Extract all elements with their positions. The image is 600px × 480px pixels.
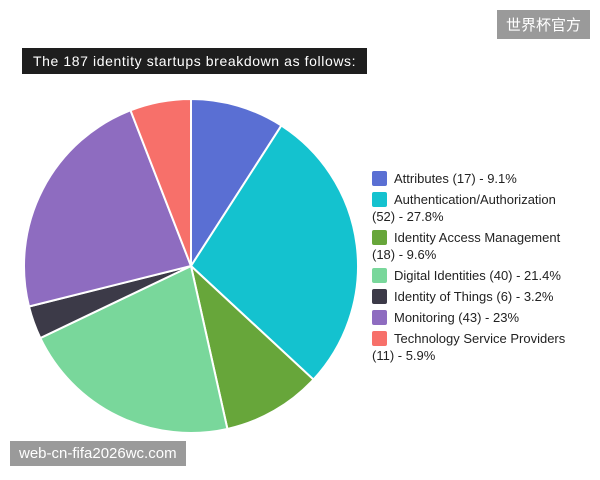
legend-item: Identity of Things (6) - 3.2% [372, 288, 582, 305]
legend: Attributes (17) - 9.1% Authentication/Aut… [372, 170, 582, 368]
legend-swatch [372, 331, 387, 346]
pie-slice [190, 97, 283, 270]
legend-label: Identity of Things (6) - 3.2% [394, 289, 554, 304]
pie-slice [189, 263, 315, 431]
legend-item: Identity Access Management (18) - 9.6% [372, 229, 582, 263]
pie-slice [39, 264, 229, 434]
legend-item: Technology Service Providers (11) - 5.9% [372, 330, 582, 364]
legend-swatch [372, 230, 387, 245]
watermark: 世界杯官方 [496, 10, 590, 39]
legend-item: Monitoring (43) - 23% [372, 309, 582, 326]
legend-label: Authentication/Authorization (52) - 27.8… [372, 192, 556, 224]
legend-label: Identity Access Management (18) - 9.6% [372, 230, 561, 262]
legend-swatch [372, 171, 387, 186]
pie-slice [189, 124, 359, 381]
legend-label: Monitoring (43) - 23% [394, 310, 519, 325]
watermark: web-cn-fifa2026wc.com [10, 441, 186, 466]
legend-item: Digital Identities (40) - 21.4% [372, 267, 582, 284]
legend-label: Digital Identities (40) - 21.4% [394, 268, 561, 283]
chart-title: The 187 identity startups breakdown as f… [22, 48, 368, 74]
legend-swatch [372, 310, 387, 325]
legend-swatch [372, 192, 387, 207]
legend-label: Attributes (17) - 9.1% [394, 171, 517, 186]
legend-item: Authentication/Authorization (52) - 27.8… [372, 191, 582, 225]
pie-slice [129, 97, 192, 267]
legend-item: Attributes (17) - 9.1% [372, 170, 582, 187]
legend-swatch [372, 268, 387, 283]
legend-swatch [372, 289, 387, 304]
legend-label: Technology Service Providers (11) - 5.9% [372, 331, 566, 363]
pie-chart [23, 97, 359, 434]
